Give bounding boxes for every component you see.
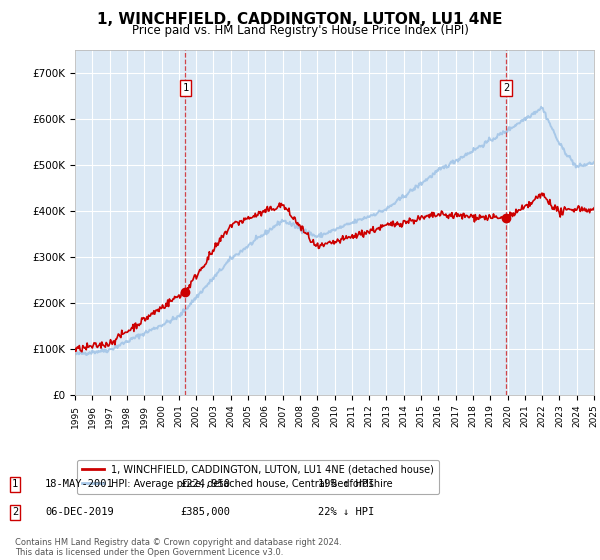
Text: £224,950: £224,950 — [180, 479, 230, 489]
Text: £385,000: £385,000 — [180, 507, 230, 517]
Text: 06-DEC-2019: 06-DEC-2019 — [45, 507, 114, 517]
Legend: 1, WINCHFIELD, CADDINGTON, LUTON, LU1 4NE (detached house), HPI: Average price, : 1, WINCHFIELD, CADDINGTON, LUTON, LU1 4N… — [77, 460, 439, 493]
Text: 1: 1 — [182, 83, 188, 93]
Text: 1, WINCHFIELD, CADDINGTON, LUTON, LU1 4NE: 1, WINCHFIELD, CADDINGTON, LUTON, LU1 4N… — [97, 12, 503, 27]
Text: 19% ↑ HPI: 19% ↑ HPI — [318, 479, 374, 489]
Text: 1: 1 — [12, 479, 18, 489]
Text: Contains HM Land Registry data © Crown copyright and database right 2024.
This d: Contains HM Land Registry data © Crown c… — [15, 538, 341, 557]
Text: 18-MAY-2001: 18-MAY-2001 — [45, 479, 114, 489]
Text: 2: 2 — [503, 83, 509, 93]
Text: Price paid vs. HM Land Registry's House Price Index (HPI): Price paid vs. HM Land Registry's House … — [131, 24, 469, 36]
Text: 22% ↓ HPI: 22% ↓ HPI — [318, 507, 374, 517]
Text: 2: 2 — [12, 507, 18, 517]
